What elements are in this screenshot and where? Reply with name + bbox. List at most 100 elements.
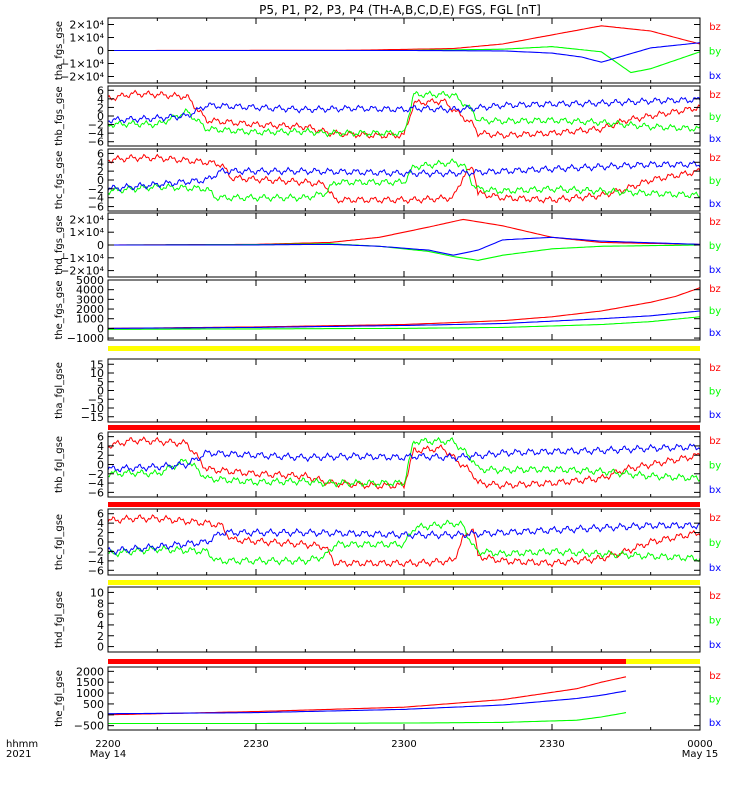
series-bz (108, 436, 700, 490)
y-axis-label: thd_fgs_gse (54, 215, 65, 274)
y-tick-label: 2000 (76, 303, 104, 316)
y-tick-label: 5 (97, 376, 104, 389)
status-bar (108, 580, 700, 585)
y-tick-label: 0 (97, 322, 104, 335)
legend-by: by (709, 112, 721, 123)
panel-frame (107, 358, 701, 423)
series-bz (108, 676, 627, 716)
series-bx (108, 521, 700, 556)
series-bz (108, 25, 700, 52)
y-tick-label: 15 (90, 358, 104, 371)
x-tick-label: 2200 (95, 739, 120, 750)
status-bar (108, 425, 700, 430)
y-tick-label: −4 (88, 127, 104, 140)
y-tick-label: 0 (97, 110, 104, 123)
plot-title: P5, P1, P2, P3, P4 (TH-A,B,C,D,E) FGS, F… (259, 3, 541, 17)
y-tick-label: 1×10⁴ (69, 226, 104, 239)
y-tick-label: −2 (88, 119, 104, 132)
panel-frame (107, 85, 701, 147)
y-tick-label: −4 (88, 477, 104, 490)
x-tick-label: 2230 (243, 739, 268, 750)
legend-bx: bx (709, 410, 721, 421)
y-tick-label: −2 (88, 545, 104, 558)
status-bar-segment (108, 425, 700, 430)
y-axis-label: thb_fgs_gse (54, 86, 65, 145)
legend-by: by (709, 176, 721, 187)
y-axis-label: thc_fgs_gse (54, 151, 65, 210)
y-axis-label: thd_fgl_gse (54, 591, 65, 648)
x-tick-date: May 15 (682, 749, 719, 760)
legend-bx: bx (709, 71, 721, 82)
legend-by: by (709, 461, 721, 472)
y-tick-label: 5000 (76, 274, 104, 287)
legend-bz: bz (709, 513, 721, 524)
series-by (108, 158, 700, 203)
y-tick-label: −4 (88, 192, 104, 205)
y-tick-label: 500 (83, 698, 104, 711)
panel-frame (107, 279, 701, 341)
legend-by: by (709, 306, 721, 317)
legend-by: by (709, 47, 721, 58)
series-bz (108, 287, 700, 329)
y-tick-label: −6 (88, 486, 104, 499)
series-bx (108, 236, 700, 256)
series-bz (108, 514, 700, 568)
legend-by: by (709, 387, 721, 398)
y-tick-label: −6 (88, 201, 104, 214)
series-by (108, 316, 700, 330)
y-tick-label: 2×10⁴ (69, 213, 104, 226)
series-bx (108, 96, 700, 124)
legend-bz: bz (709, 22, 721, 33)
y-tick-label: 2 (97, 527, 104, 540)
series-by (108, 243, 700, 261)
x-tick-label: 0000 (687, 739, 712, 750)
y-tick-label: 0 (97, 536, 104, 549)
legend-bx: bx (709, 640, 721, 651)
y-tick-label: −4 (88, 555, 104, 568)
y-tick-label: 6 (97, 508, 104, 521)
legend-bz: bz (709, 436, 721, 447)
y-tick-label: −2 (88, 468, 104, 481)
series-bz (108, 153, 700, 205)
y-tick-label: 0 (97, 45, 104, 58)
y-tick-label: 1500 (76, 676, 104, 689)
legend-bx: bx (709, 485, 721, 496)
status-bar-segment (108, 346, 700, 351)
y-tick-label: −2×10⁴ (60, 265, 104, 278)
y-axis-label: thc_fgl_gse (54, 514, 65, 570)
series-bx (108, 42, 700, 63)
status-bar (108, 659, 700, 664)
status-bar-segment (626, 659, 700, 664)
y-tick-label: 0 (97, 239, 104, 252)
y-tick-label: 4 (97, 93, 104, 106)
y-axis-label: the_fgl_gse (54, 670, 65, 727)
panel-frame (107, 666, 701, 731)
legend-bx: bx (709, 199, 721, 210)
y-tick-label: −6 (88, 136, 104, 149)
y-tick-label: 6 (97, 147, 104, 160)
legend-bz: bz (709, 591, 721, 602)
legend-bz: bz (709, 153, 721, 164)
series-bz (108, 89, 700, 139)
y-tick-label: 4000 (76, 284, 104, 297)
y-tick-label: 1×10⁴ (69, 32, 104, 45)
y-tick-label: −1000 (67, 332, 104, 345)
y-tick-label: 2000 (76, 665, 104, 678)
x-row-label-time: hhmm (6, 739, 38, 750)
y-tick-label: 0 (97, 641, 104, 654)
y-axis-label: thb_fgl_gse (54, 436, 65, 493)
x-tick-label: 2300 (391, 739, 416, 750)
y-tick-label: 4 (97, 440, 104, 453)
y-tick-label: 0 (97, 385, 104, 398)
y-tick-label: 4 (97, 517, 104, 530)
y-tick-label: 1000 (76, 313, 104, 326)
status-bar-segment (108, 502, 700, 507)
y-tick-label: −15 (81, 411, 104, 424)
